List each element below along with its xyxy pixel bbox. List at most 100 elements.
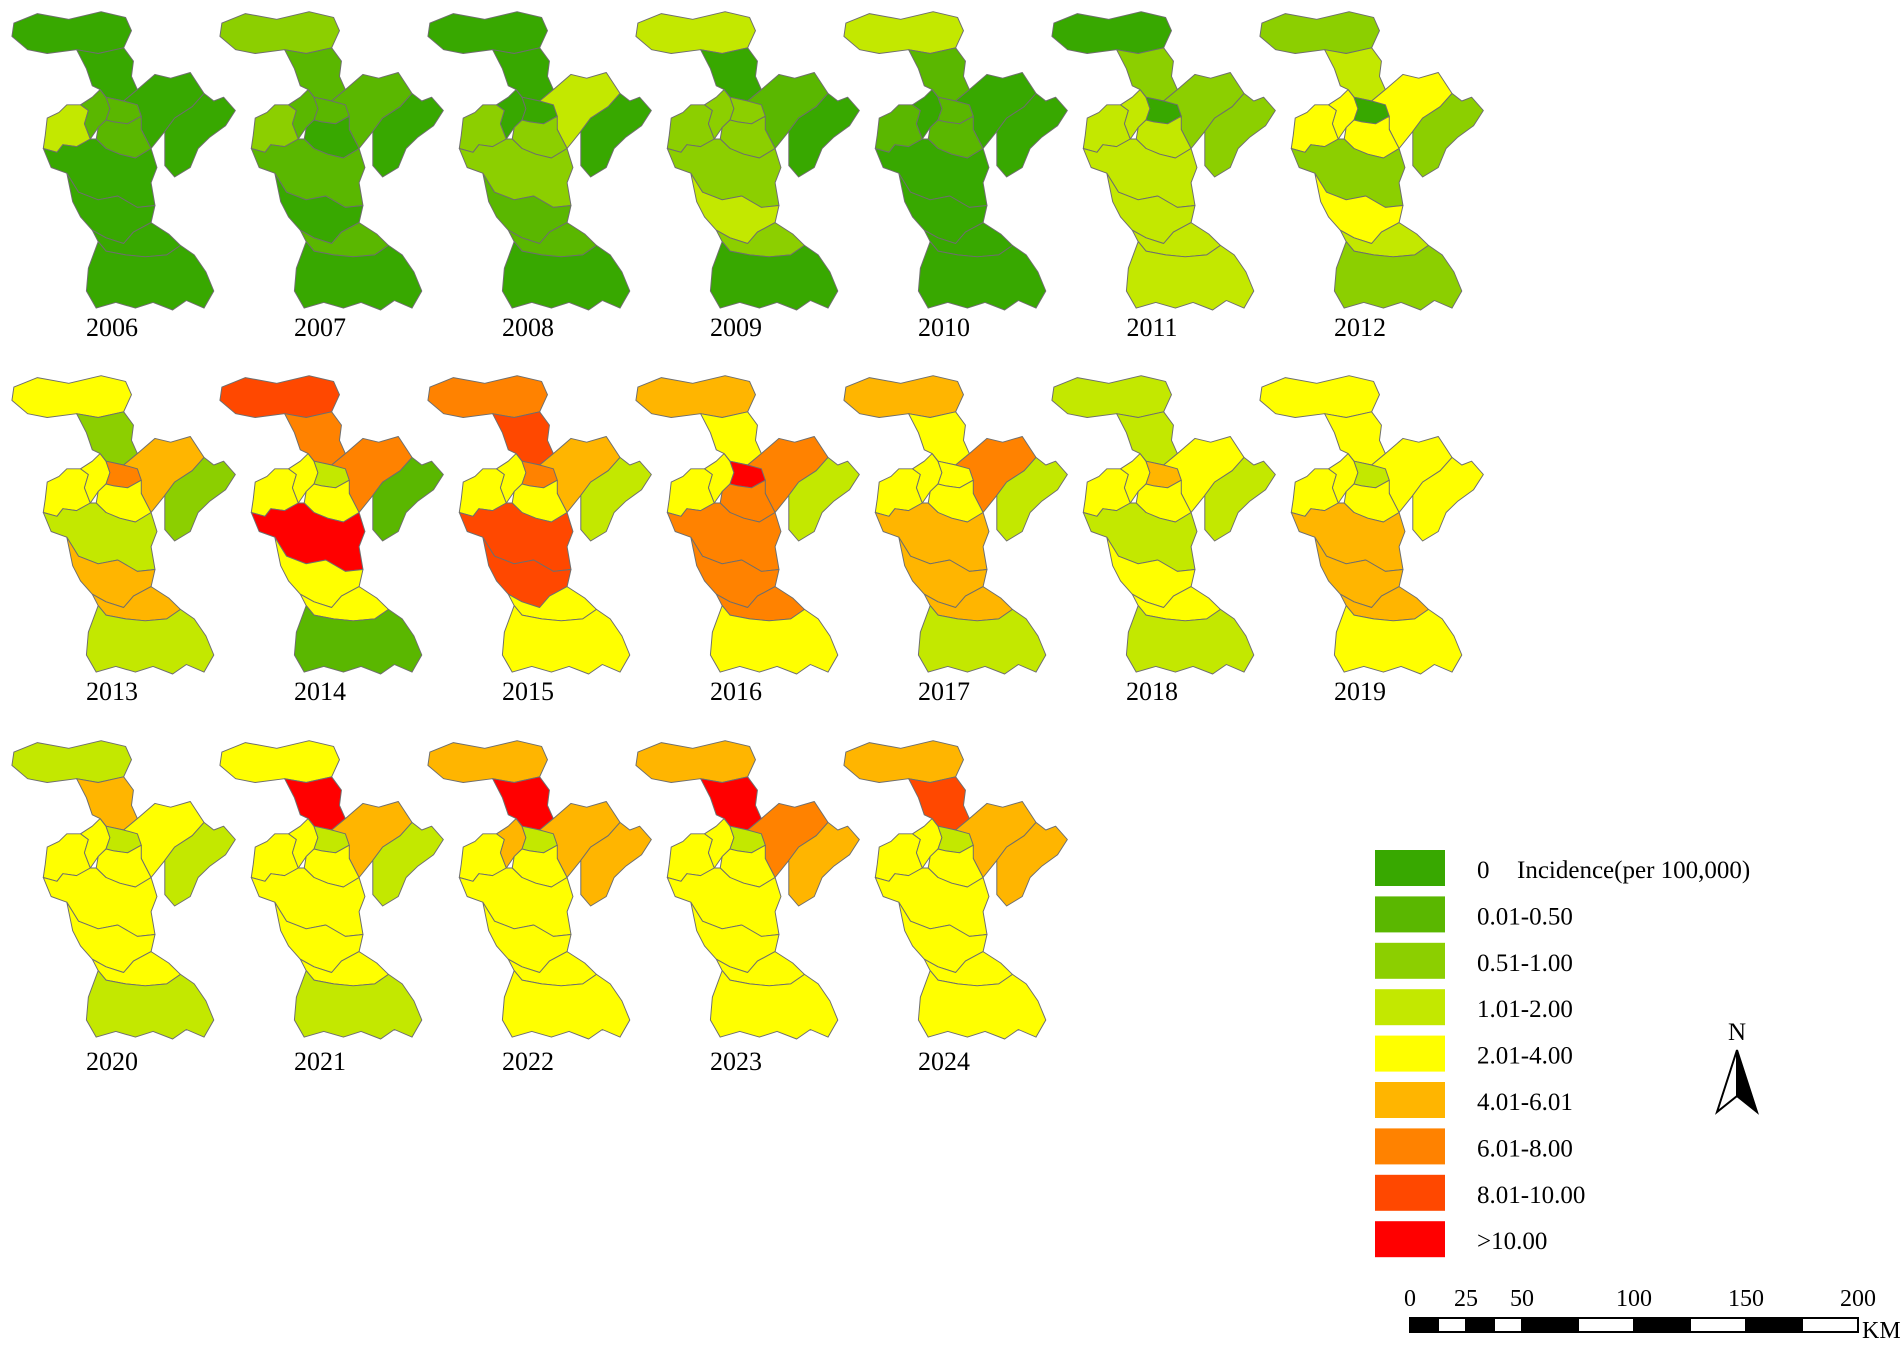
legend-swatch <box>1375 1128 1445 1165</box>
map-panel-2013 <box>11 375 236 675</box>
legend-class-label: 0 <box>1477 857 1490 884</box>
county-region <box>1116 47 1178 102</box>
map-panel-2024 <box>843 740 1068 1040</box>
scale-segment <box>1521 1317 1579 1333</box>
scale-segment <box>1437 1317 1467 1333</box>
legend-swatch <box>1375 942 1445 979</box>
map-year-label: 2006 <box>86 313 138 342</box>
county-region <box>427 740 548 783</box>
scale-segment <box>1633 1317 1691 1333</box>
legend-class-label: 6.01-8.00 <box>1477 1135 1573 1162</box>
north-arrow: N <box>1715 1019 1759 1115</box>
map-year-label: 2015 <box>502 677 554 706</box>
map-year-label: 2023 <box>710 1047 762 1076</box>
legend-class-label: 2.01-4.00 <box>1477 1043 1573 1070</box>
map-panel-2020 <box>11 740 236 1040</box>
county-region <box>219 11 340 54</box>
legend-title: Incidence(per 100,000) <box>1517 857 1750 884</box>
map-panel-2006 <box>11 11 236 311</box>
map-panel-2008 <box>427 11 652 311</box>
county-region <box>11 11 132 54</box>
county-region <box>284 47 346 102</box>
map-year-label: 2007 <box>294 313 346 342</box>
county-region <box>284 411 346 466</box>
county-region <box>635 11 756 54</box>
map-year-label: 2017 <box>918 677 970 706</box>
county-region <box>492 411 554 466</box>
north-label: N <box>1728 1019 1746 1046</box>
map-year-label: 2008 <box>502 313 554 342</box>
map-year-label: 2014 <box>294 677 346 706</box>
map-panel-2015 <box>427 375 652 675</box>
county-region <box>219 375 340 418</box>
county-region <box>1259 375 1380 418</box>
county-region <box>1116 411 1178 466</box>
county-region <box>635 375 756 418</box>
map-panel-2021 <box>219 740 444 1040</box>
legend-swatch <box>1375 1082 1445 1118</box>
legend-swatch <box>1375 850 1445 886</box>
legend-swatch <box>1375 989 1445 1026</box>
county-region <box>908 776 970 831</box>
county-region <box>908 411 970 466</box>
county-region <box>843 740 964 783</box>
scale-unit: KM <box>1862 1318 1901 1344</box>
county-region <box>427 11 548 54</box>
county-region <box>219 740 340 783</box>
legend-swatch <box>1375 896 1445 933</box>
county-region <box>1051 11 1172 54</box>
legend: 0 0.01-0.50 0.51-1.00 1.01-2.00 2.01-4.00 4.0… <box>1375 850 1750 1258</box>
legend-class-label: 4.01-6.01 <box>1477 1089 1573 1116</box>
map-year-label: 2012 <box>1334 313 1386 342</box>
legend-swatch <box>1375 1174 1445 1211</box>
map-panel-2023 <box>635 740 860 1040</box>
county-region <box>76 47 138 102</box>
county-region <box>1051 375 1172 418</box>
map-panel-2022 <box>427 740 652 1040</box>
map-year-label: 2018 <box>1126 677 1178 706</box>
map-year-label: 2011 <box>1126 313 1177 342</box>
scale-tick-label: 100 <box>1616 1286 1652 1312</box>
scale-tick-label: 200 <box>1840 1286 1876 1312</box>
map-year-label: 2021 <box>294 1047 346 1076</box>
legend-swatch <box>1375 1221 1445 1258</box>
map-year-label: 2024 <box>918 1047 970 1076</box>
scale-segment <box>1745 1317 1803 1333</box>
map-panel-2016 <box>635 375 860 675</box>
map-year-label: 2013 <box>86 677 138 706</box>
maps-grid: 2006 2007 2008 2009 2010 2011 2012 2013 2014 2015… <box>11 11 1484 1076</box>
map-panel-2007 <box>219 11 444 311</box>
county-region <box>1324 47 1386 102</box>
map-year-label: 2020 <box>86 1047 138 1076</box>
scale-segment <box>1689 1317 1747 1333</box>
county-region <box>284 776 346 831</box>
county-region <box>492 47 554 102</box>
map-panel-2010 <box>843 11 1068 311</box>
map-year-label: 2010 <box>918 313 970 342</box>
map-panel-2014 <box>219 375 444 675</box>
map-panel-2011 <box>1051 11 1276 311</box>
scale-segment <box>1409 1317 1439 1333</box>
county-region <box>1324 411 1386 466</box>
scale-tick-label: 50 <box>1510 1286 1534 1312</box>
scale-tick-label: 150 <box>1728 1286 1764 1312</box>
legend-class-label: 0.01-0.50 <box>1477 903 1573 930</box>
county-region <box>908 47 970 102</box>
county-region <box>700 776 762 831</box>
map-year-label: 2016 <box>710 677 762 706</box>
legend-class-label: >10.00 <box>1477 1228 1547 1255</box>
county-region <box>11 375 132 418</box>
map-year-label: 2019 <box>1334 677 1386 706</box>
county-region <box>1259 11 1380 54</box>
scale-segment <box>1493 1317 1523 1333</box>
map-year-label: 2022 <box>502 1047 554 1076</box>
north-arrow-icon <box>1715 1049 1759 1115</box>
county-region <box>635 740 756 783</box>
legend-class-label: 0.51-1.00 <box>1477 950 1573 977</box>
scale-bar: 0 25 50 100 150 200 KM <box>1404 1286 1901 1344</box>
map-panel-2019 <box>1259 375 1484 675</box>
map-panel-2018 <box>1051 375 1276 675</box>
map-panel-2017 <box>843 375 1068 675</box>
county-region <box>843 375 964 418</box>
